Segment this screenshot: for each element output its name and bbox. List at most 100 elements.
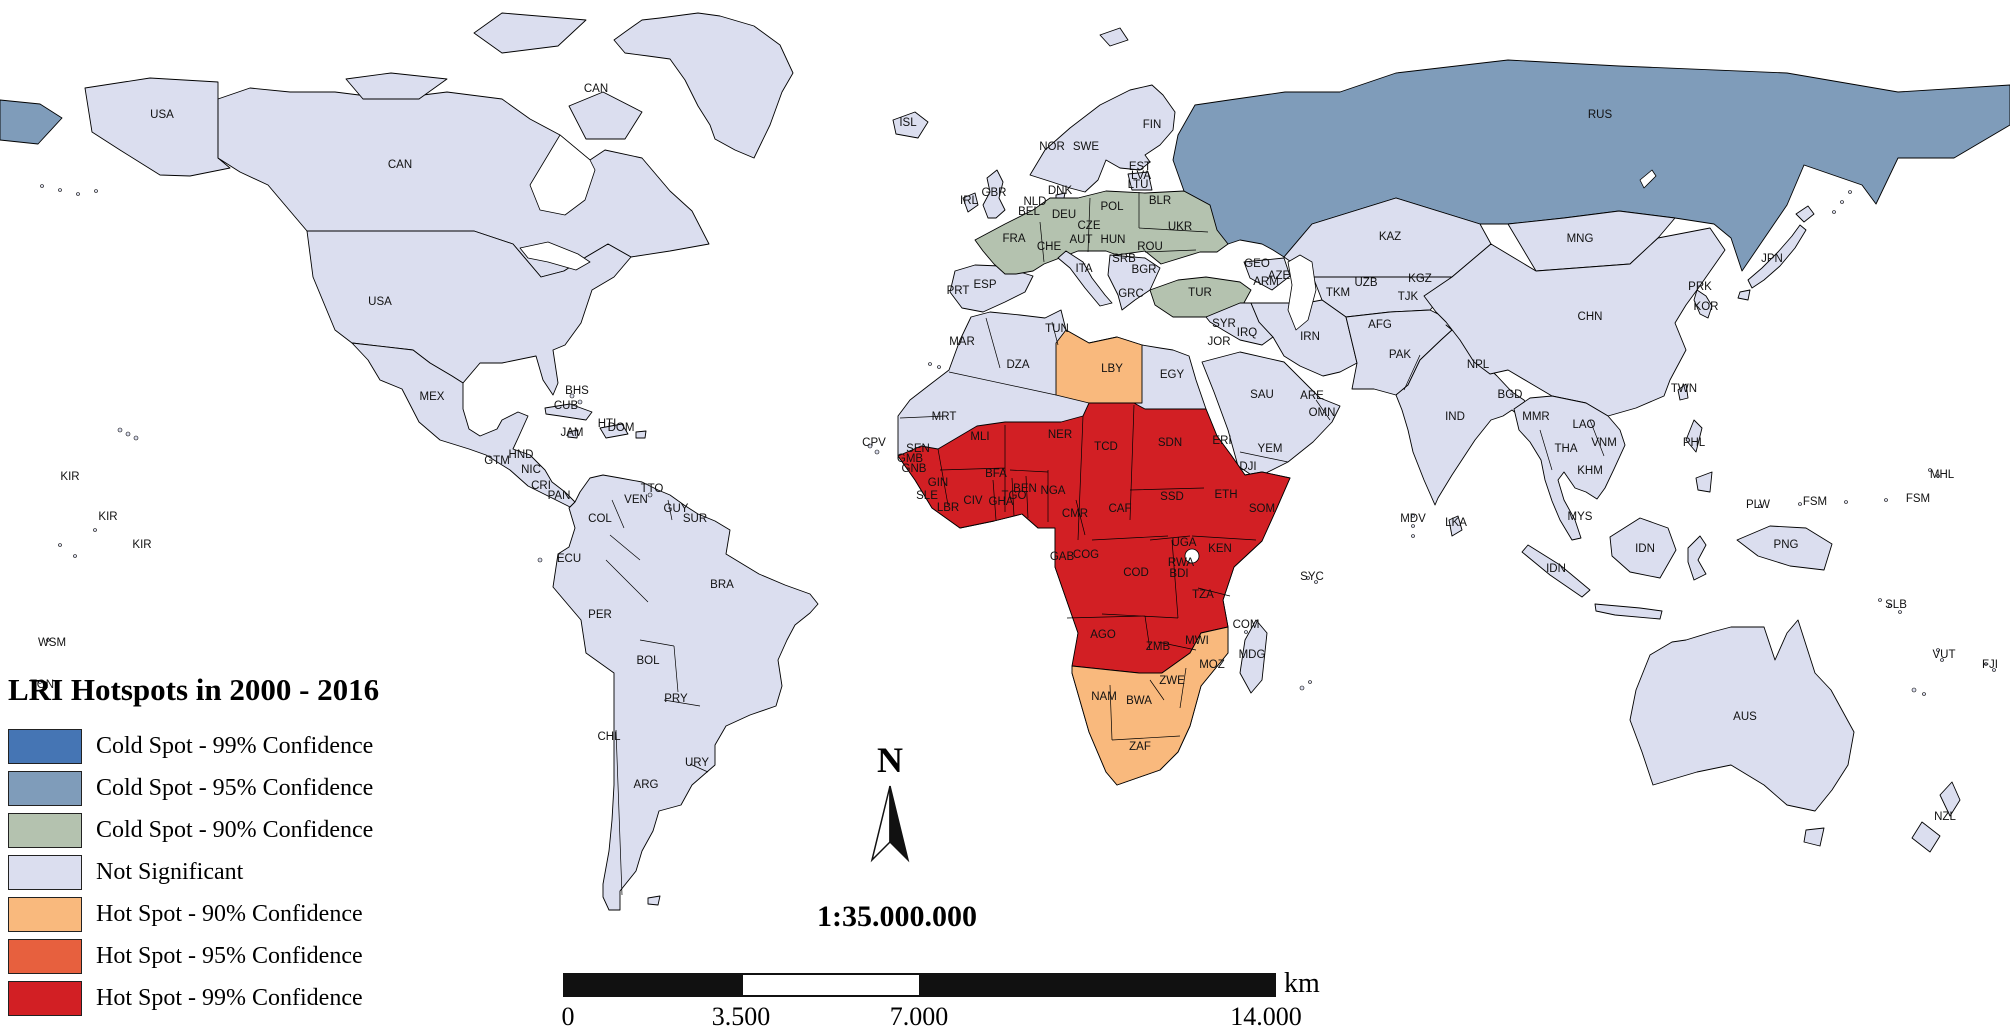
- region-scandinavia: [1029, 84, 1176, 193]
- country-label-GRC: GRC: [1118, 288, 1144, 300]
- country-label-NAM: NAM: [1091, 691, 1117, 703]
- country-label-ARG: ARG: [634, 779, 659, 791]
- region-caucasus: [1243, 257, 1291, 291]
- region-southern-africa-hot90: [1071, 626, 1229, 786]
- country-label-ARE: ARE: [1300, 390, 1324, 402]
- country-label-PLW: PLW: [1746, 499, 1770, 511]
- landmasses: [0, 12, 2010, 911]
- scale-tick-14000: 14.000: [1230, 1002, 1302, 1028]
- country-label-ZMB: ZMB: [1146, 641, 1171, 653]
- country-label-NOR: NOR: [1039, 141, 1065, 153]
- country-label-THA: THA: [1555, 443, 1578, 455]
- country-label-BLR: BLR: [1149, 195, 1171, 207]
- country-label-NER: NER: [1048, 429, 1072, 441]
- country-label-KAZ: KAZ: [1379, 231, 1401, 243]
- country-label-KIR: KIR: [132, 539, 151, 551]
- country-label-NLD: NLD: [1023, 196, 1046, 208]
- north-arrow-icon: [870, 785, 910, 863]
- country-label-LBR: LBR: [937, 502, 959, 514]
- country-label-CAN: CAN: [584, 83, 608, 95]
- country-label-IRL: IRL: [960, 195, 979, 207]
- country-label-TZA: TZA: [1192, 589, 1214, 601]
- country-label-CAF: CAF: [1109, 503, 1132, 515]
- country-label-AGO: AGO: [1090, 629, 1116, 641]
- country-label-SDN: SDN: [1158, 437, 1182, 449]
- country-label-CHE: CHE: [1037, 241, 1062, 253]
- country-label-LBY: LBY: [1101, 363, 1123, 375]
- country-label-CPV: CPV: [862, 437, 886, 449]
- country-label-FIN: FIN: [1143, 119, 1162, 131]
- country-label-CAN: CAN: [388, 159, 412, 171]
- legend-title: LRI Hotspots in 2000 - 2016: [8, 672, 380, 707]
- region-java: [1594, 603, 1663, 620]
- country-label-BGD: BGD: [1498, 389, 1523, 401]
- country-label-BWA: BWA: [1126, 695, 1152, 707]
- country-label-KHM: KHM: [1577, 465, 1603, 477]
- country-label-MDG: MDG: [1239, 649, 1266, 661]
- country-label-FJI: FJI: [1982, 659, 1998, 671]
- country-label-AFG: AFG: [1368, 319, 1392, 331]
- country-label-TGO: TGO: [1002, 490, 1027, 502]
- legend-item-cold90: Cold Spot - 90% Confidence: [8, 813, 379, 848]
- country-label-MHL: MHL: [1930, 469, 1955, 481]
- region-korea: [1693, 289, 1713, 319]
- scale-tick-3500: 3.500: [711, 1002, 771, 1028]
- region-japan-kyushu: [1737, 289, 1751, 301]
- legend-swatch-hot99: [8, 981, 82, 1016]
- north-arrow: N: [848, 742, 932, 866]
- country-label-IDN: IDN: [1546, 563, 1566, 575]
- country-label-BGR: BGR: [1132, 264, 1157, 276]
- region-madagascar: [1239, 619, 1268, 694]
- country-label-MNG: MNG: [1567, 233, 1594, 245]
- region-turkey: [1149, 276, 1252, 318]
- region-ellesmere-island: [473, 12, 587, 54]
- country-label-YEM: YEM: [1258, 443, 1283, 455]
- country-label-SWE: SWE: [1073, 141, 1100, 153]
- region-italy: [1057, 250, 1113, 307]
- country-label-MRT: MRT: [932, 411, 957, 423]
- legend-item-hot99: Hot Spot - 99% Confidence: [8, 981, 379, 1016]
- country-label-DZA: DZA: [1007, 359, 1030, 371]
- country-label-EGY: EGY: [1160, 369, 1185, 381]
- country-label-BRA: BRA: [710, 579, 734, 591]
- region-iberia: [949, 264, 1034, 313]
- region-indochina: [1513, 395, 1626, 541]
- country-label-SUR: SUR: [683, 513, 707, 525]
- country-label-JAM: JAM: [561, 427, 584, 439]
- region-taiwan: [1677, 383, 1689, 401]
- country-label-NPL: NPL: [1467, 359, 1490, 371]
- country-label-SRB: SRB: [1112, 253, 1136, 265]
- region-balkans-greece: [1107, 254, 1161, 311]
- legend-label-not-significant: Not Significant: [96, 859, 244, 885]
- legend-item-not-significant: Not Significant: [8, 855, 379, 890]
- country-label-ERI: ERI: [1212, 435, 1231, 447]
- country-label-TJK: TJK: [1398, 291, 1419, 303]
- region-iran: [1250, 299, 1358, 377]
- country-label-SEN: SEN: [906, 443, 930, 455]
- country-label-FSM: FSM: [1803, 496, 1827, 508]
- scale-tick-0: 0: [561, 1002, 575, 1028]
- country-label-URY: URY: [685, 757, 709, 769]
- scale-unit: km: [1284, 968, 1320, 999]
- country-label-LTU: LTU: [1128, 179, 1149, 191]
- legend-label-hot95: Hot Spot - 95% Confidence: [96, 943, 363, 969]
- country-label-CHN: CHN: [1578, 311, 1603, 323]
- country-label-NIC: NIC: [521, 464, 541, 476]
- legend-item-cold99: Cold Spot - 99% Confidence: [8, 729, 379, 764]
- north-arrow-label: N: [877, 740, 903, 780]
- country-label-AZE: AZE: [1268, 270, 1291, 282]
- country-label-IND: IND: [1445, 411, 1465, 423]
- legend-swatch-cold95: [8, 771, 82, 806]
- region-borneo: [1609, 517, 1677, 579]
- region-alaska: [84, 77, 231, 177]
- country-label-PRY: PRY: [664, 693, 688, 705]
- country-label-COL: COL: [588, 513, 612, 525]
- country-label-MOZ: MOZ: [1199, 659, 1225, 671]
- legend-label-cold95: Cold Spot - 95% Confidence: [96, 775, 374, 801]
- country-label-CHL: CHL: [597, 731, 621, 743]
- country-label-ISL: ISL: [899, 117, 917, 129]
- country-label-JOR: JOR: [1208, 336, 1231, 348]
- region-iraq-syria: [1205, 302, 1274, 346]
- region-baffin-island: [568, 91, 643, 140]
- country-label-KOR: KOR: [1694, 301, 1719, 313]
